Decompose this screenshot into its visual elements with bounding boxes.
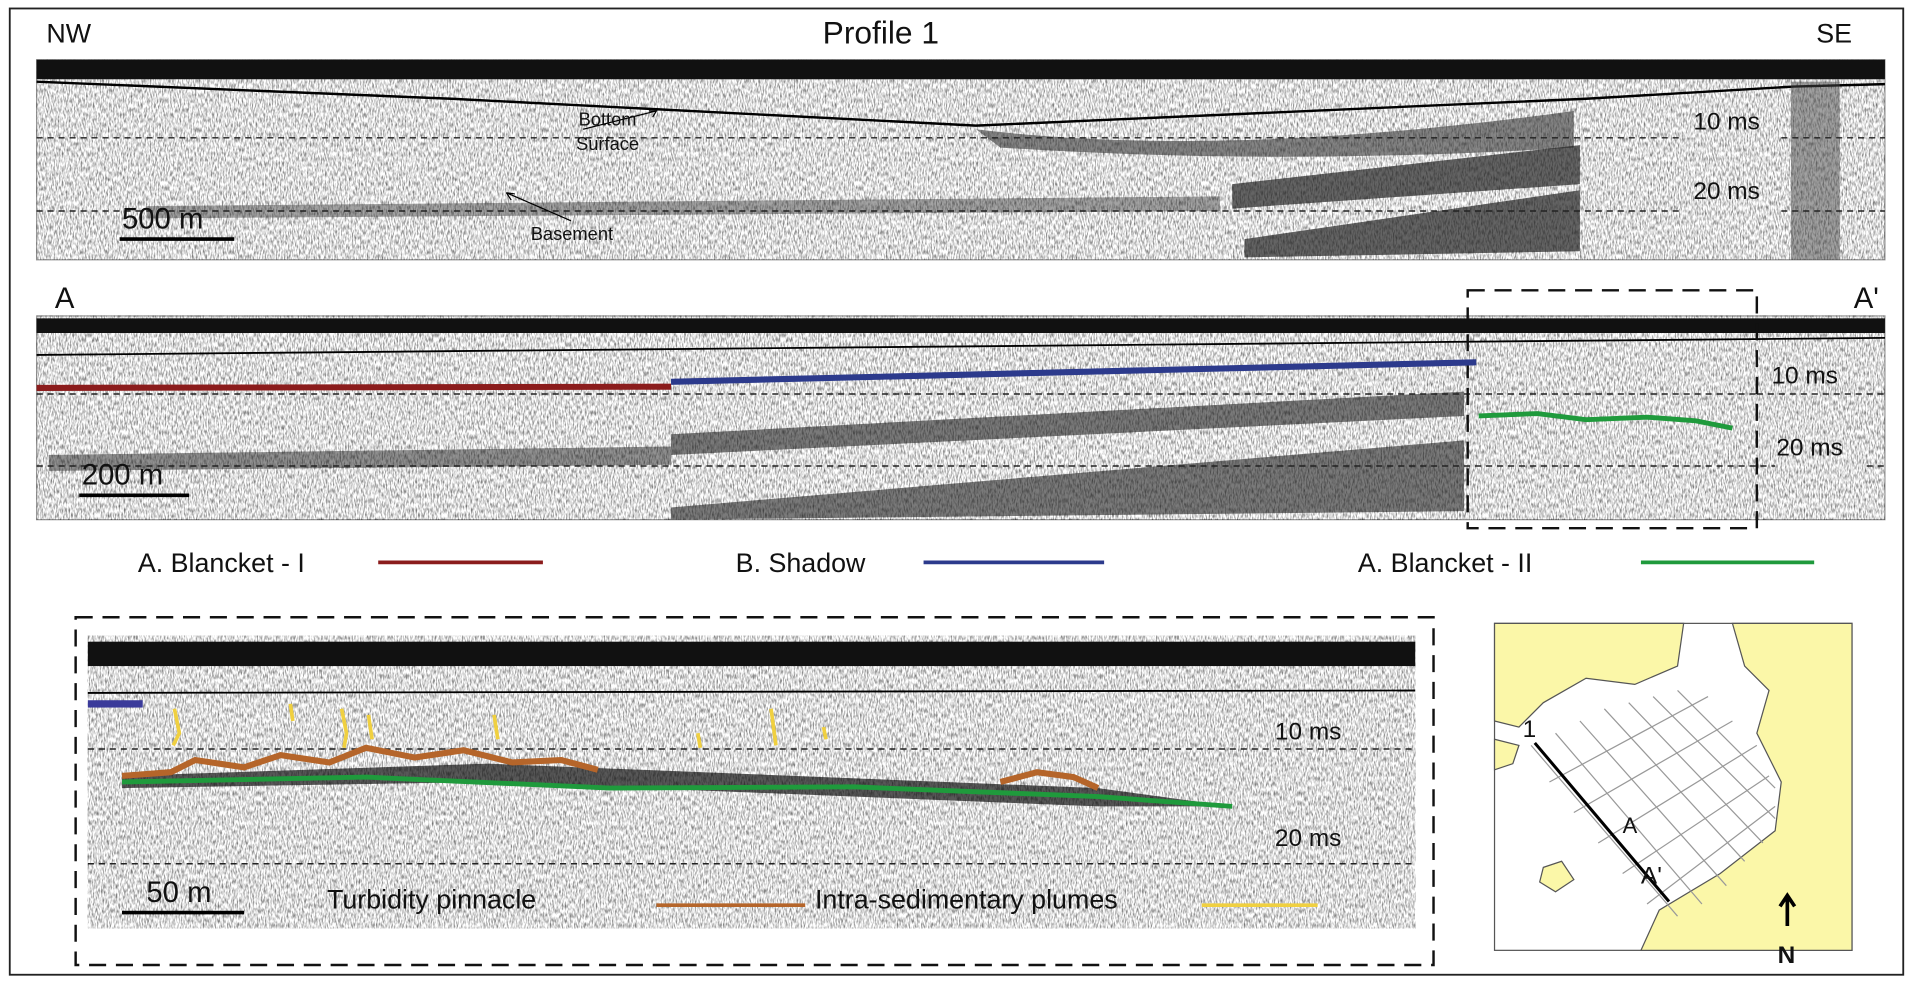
scale-label: 500 m: [122, 202, 203, 235]
map-north: N: [1778, 942, 1796, 969]
tick-label: 10 ms: [1693, 109, 1759, 136]
tick-label: 20 ms: [1693, 178, 1759, 205]
tick-label: 10 ms: [1275, 719, 1341, 746]
map-label: 1: [1523, 716, 1537, 743]
legend-label: Turbidity pinnacle: [327, 885, 536, 915]
annotation: Basement: [531, 223, 613, 244]
legend-label: Intra-sedimentary plumes: [815, 885, 1118, 915]
section-right: A': [1854, 282, 1879, 315]
profile-left: NW: [46, 18, 91, 48]
legend-line: [670, 359, 1477, 385]
outer-frame: [8, 7, 1905, 976]
map-label: A': [1641, 863, 1662, 890]
tick-label: 20 ms: [1776, 434, 1842, 461]
annotation: Surface: [576, 133, 639, 154]
legend-label: A. Blancket - I: [138, 548, 305, 578]
tick-label: 20 ms: [1275, 825, 1341, 852]
annotation: Bottom: [579, 109, 637, 130]
scale-label: 200 m: [82, 459, 163, 492]
detail-panel: [74, 616, 1435, 967]
map-label: A: [1623, 813, 1638, 838]
location-map: [1493, 622, 1853, 951]
legend-line: [121, 774, 1233, 809]
legend-label: B. Shadow: [736, 548, 866, 578]
profile-panel: [35, 59, 1886, 261]
tick-label: 10 ms: [1771, 362, 1837, 389]
legend-label: A. Blancket - II: [1358, 548, 1532, 578]
section-left: A: [55, 282, 75, 315]
legend-line: [121, 744, 1100, 791]
legend-line: [171, 703, 828, 749]
section-panel: [35, 289, 1886, 530]
profile-right: SE: [1816, 18, 1852, 48]
profile-title: Profile 1: [823, 15, 939, 51]
scale-label: 50 m: [146, 876, 211, 909]
legend-line: [36, 383, 672, 391]
legend-line: [1478, 411, 1733, 431]
